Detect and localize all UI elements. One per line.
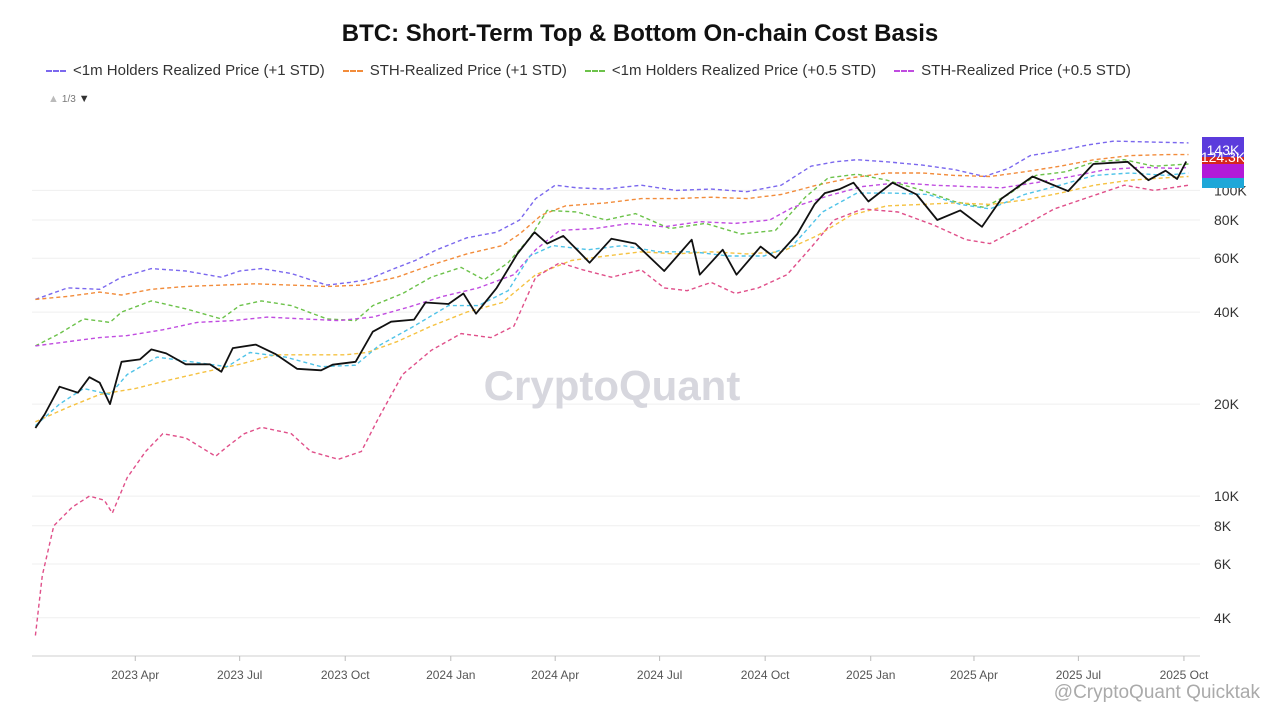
y-tick-label: 6K	[1214, 556, 1232, 572]
price-tag-label: 124.3K	[1201, 149, 1246, 165]
x-tick-label: 2025 Apr	[950, 668, 998, 682]
chart-title: BTC: Short-Term Top & Bottom On-chain Co…	[341, 20, 939, 47]
pager-label: 1/3	[61, 93, 76, 105]
y-tick-label: 8K	[1214, 518, 1232, 534]
price-tag: 124.3K	[1201, 149, 1246, 168]
watermark-text: CryptoQuant	[484, 362, 741, 409]
price-tag-label: 143K	[1207, 142, 1240, 158]
legend-label: <1m Holders Realized Price (+0.5 STD)	[611, 62, 877, 79]
legend-label: STH-Realized Price (+0.5 STD)	[921, 62, 1131, 79]
legend-swatch	[894, 69, 915, 72]
x-tick-label: 2025 Oct	[1160, 668, 1209, 682]
x-tick-label: 2025 Jan	[846, 668, 895, 682]
series-line-3	[35, 166, 1189, 347]
legend-pager: ▲ 1/3 ▼	[48, 93, 90, 105]
pager-next-icon[interactable]: ▼	[78, 93, 90, 105]
series-lines	[34, 140, 1189, 636]
legend-swatch	[46, 69, 66, 72]
series-line-4	[35, 175, 1189, 423]
y-tick-label: 60K	[1214, 250, 1240, 266]
price-tag-box	[1202, 178, 1244, 188]
legend-label: <1m Holders Realized Price (+1 STD)	[73, 62, 325, 79]
x-tick-label: 2024 Oct	[741, 668, 790, 682]
legend-swatch	[584, 69, 605, 72]
x-tick-label: 2023 Oct	[321, 668, 370, 682]
legend-item-1m-holders-05std[interactable]: <1m Holders Realized Price (+0.5 STD)	[584, 62, 877, 79]
legend-item-sth-05std[interactable]: STH-Realized Price (+0.5 STD)	[894, 62, 1131, 79]
y-tick-label: 10K	[1214, 488, 1240, 504]
x-tick-label: 2025 Jul	[1056, 668, 1101, 682]
series-line-1	[35, 153, 1189, 301]
x-tick-label: 2024 Jul	[637, 668, 682, 682]
x-tick-label: 2024 Apr	[531, 668, 579, 682]
legend-swatch	[342, 69, 363, 72]
x-tick-label: 2024 Jan	[426, 668, 475, 682]
series-line-6	[34, 184, 1189, 636]
series-line-0	[35, 140, 1189, 301]
y-tick-label: 4K	[1214, 610, 1232, 626]
price-tag	[1202, 178, 1244, 188]
pager-prev-icon[interactable]: ▲	[48, 93, 59, 105]
chart-legend: <1m Holders Realized Price (+1 STD) STH-…	[46, 62, 1131, 79]
legend-item-1m-holders-1std[interactable]: <1m Holders Realized Price (+1 STD)	[46, 62, 325, 79]
series-line-7	[34, 160, 1187, 429]
footer-watermark-text: @CryptoQuant Quicktak	[1054, 682, 1261, 703]
x-axis-ticks: 2023 Apr 2023 Jul 2023 Oct 2024 Jan 2024 Apr…	[111, 656, 1209, 682]
x-tick-label: 2023 Apr	[111, 668, 159, 682]
x-tick-label: 2023 Jul	[217, 668, 262, 682]
series-line-2	[35, 158, 1189, 347]
price-tag-box	[1202, 157, 1244, 168]
y-tick-label: 20K	[1214, 396, 1240, 412]
legend-item-sth-1std[interactable]: STH-Realized Price (+1 STD)	[342, 62, 567, 79]
y-tick-label: 80K	[1214, 212, 1240, 228]
legend-label: STH-Realized Price (+1 STD)	[369, 62, 567, 79]
y-tick-label: 40K	[1214, 304, 1240, 320]
series-line-5	[34, 172, 1189, 427]
grid-lines	[32, 189, 1200, 619]
